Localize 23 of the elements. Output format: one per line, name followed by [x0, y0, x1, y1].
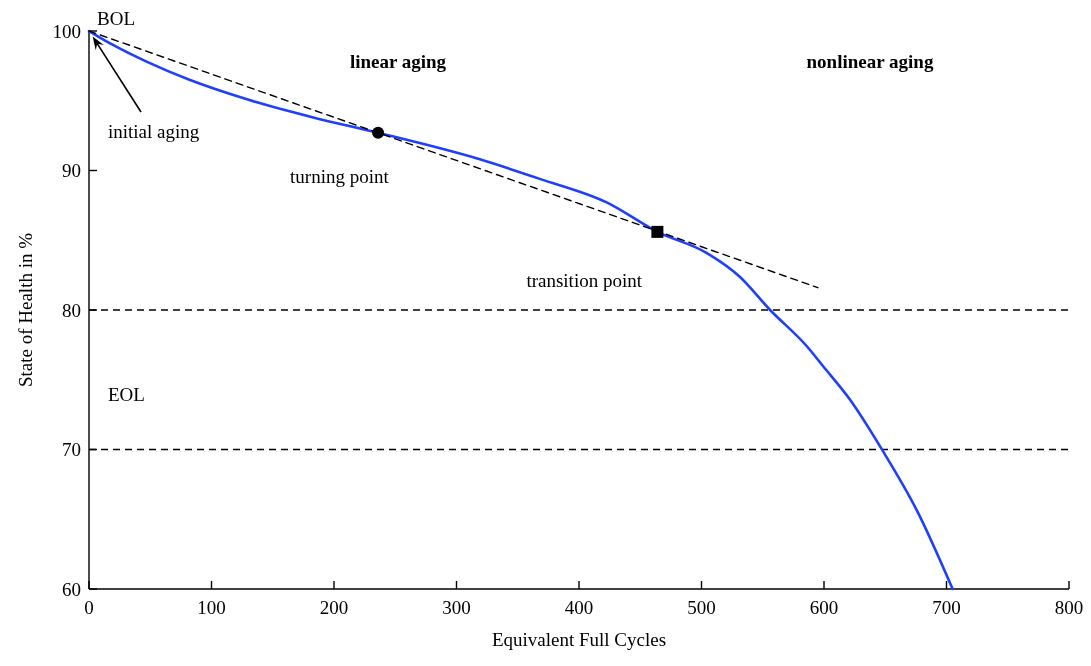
x-tick-label: 100 [197, 597, 226, 618]
x-tick-label: 400 [564, 597, 594, 618]
y-tick-label: 70 [62, 439, 81, 461]
x-tick-label: 500 [687, 597, 716, 618]
annotation: BOL [97, 8, 135, 29]
y-tick-label: 100 [52, 20, 81, 42]
y-tick-label: 60 [62, 578, 81, 600]
annotation: linear aging [349, 51, 447, 72]
annotation: turning point [290, 165, 390, 187]
x-tick-label: 600 [809, 597, 839, 618]
annotation: nonlinear aging [806, 51, 934, 72]
x-tick-label: 300 [442, 597, 471, 618]
y-tick-label: 80 [62, 299, 81, 321]
annotation: EOL [108, 384, 145, 405]
annotation: initial aging [108, 121, 200, 142]
annotation: transition point [526, 269, 643, 291]
x-tick-label: 700 [932, 597, 961, 618]
x-tick-label: 200 [319, 597, 349, 618]
x-tick-label: 800 [1054, 597, 1084, 618]
y-axis-title: State of Health in % [15, 232, 36, 388]
x-tick-label: 0 [84, 597, 94, 618]
x-axis-title: Equivalent Full Cycles [491, 629, 667, 650]
y-tick-label: 90 [62, 160, 81, 182]
